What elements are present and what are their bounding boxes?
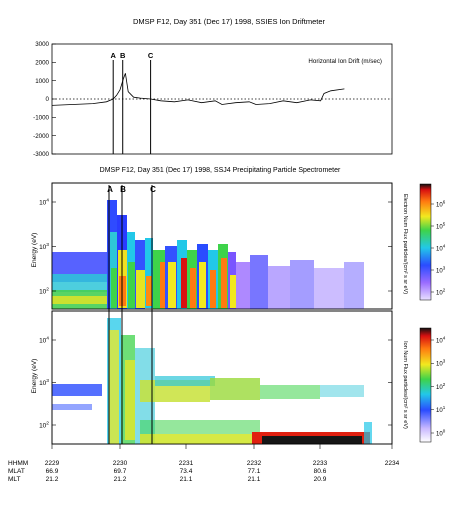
energy-tick-label: 103 — [39, 242, 49, 251]
energy-tick-label: 104 — [39, 336, 49, 345]
energy-tick-label: 102 — [39, 287, 49, 296]
colorbar-tick-label: 105 — [436, 221, 446, 230]
electron-ylabel: Energy (eV) — [31, 233, 38, 268]
axis-row-value: 66.9 — [46, 468, 59, 475]
colorbar-tick-label: 106 — [436, 199, 446, 208]
drift-marker-label: A — [110, 51, 116, 60]
drift-marker-label: C — [148, 51, 154, 60]
marker-b-label: B — [120, 185, 126, 194]
drift-ytick-label: -2000 — [33, 133, 49, 140]
electron-flux-heatmap — [52, 200, 364, 309]
axis-row-value: 21.2 — [114, 476, 127, 483]
axis-row-value: 77.1 — [248, 468, 261, 475]
electron-y-axis: 104 103 102 — [39, 198, 392, 296]
colorbar-tick-label: 104 — [436, 243, 446, 252]
electron-colorbar-label: Electron Num Flux particles/(cm² s sr eV… — [402, 194, 408, 294]
axis-row-value: 21.1 — [180, 476, 193, 483]
colorbar-tick-label: 103 — [436, 265, 446, 274]
axis-row-label: MLT — [8, 476, 21, 483]
axis-row-value: 2233 — [313, 460, 328, 467]
axis-row-value: 20.9 — [314, 476, 327, 483]
drift-legend: Horizontal Ion Drift (m/sec) — [308, 58, 382, 65]
axis-row-value: 2234 — [385, 460, 400, 467]
colorbar-tick-label: 102 — [436, 287, 446, 296]
drift-ytick-label: 2000 — [35, 60, 49, 67]
drift-marker-label: B — [120, 51, 126, 60]
colorbar-tick-label: 101 — [436, 405, 446, 414]
spectrogram-markers: A B C — [107, 185, 156, 444]
axis-row-label: HHMM — [8, 460, 28, 467]
colorbar-tick-label: 104 — [436, 335, 446, 344]
marker-c-label: C — [150, 185, 156, 194]
drift-y-axis: 3000 2000 1000 0 -1000 -2000 -3000 — [33, 41, 56, 158]
drift-ytick-label: 1000 — [35, 78, 49, 85]
energy-tick-label: 104 — [39, 198, 49, 207]
energy-tick-label: 102 — [39, 421, 49, 430]
time-axis-rows: HHMM 2229 2230 2231 2232 2233 2234 MLAT 66.9 69.7… — [8, 444, 400, 483]
drift-title: DMSP F12, Day 351 (Dec 17) 1998, SSIES I… — [133, 17, 326, 26]
axis-row-value: 69.7 — [114, 468, 127, 475]
electron-colorbar — [419, 183, 432, 301]
axis-row-label: MLAT — [8, 468, 25, 475]
drift-ytick-label: 0 — [46, 96, 50, 103]
energy-tick-label: 103 — [39, 378, 49, 387]
drift-ytick-label: -3000 — [33, 151, 49, 158]
axis-row-value: 2229 — [45, 460, 60, 467]
drift-ytick-label: -1000 — [33, 115, 49, 122]
drift-series-line — [51, 73, 345, 106]
electron-colorbar-ticks: 106 105 104 103 102 — [431, 199, 446, 296]
axis-row-value: 73.4 — [180, 468, 193, 475]
ion-ylabel: Energy (eV) — [31, 359, 38, 394]
marker-a-label: A — [107, 185, 113, 194]
axis-row-value: 2232 — [247, 460, 262, 467]
colorbar-tick-label: 102 — [436, 382, 446, 391]
axis-row-value: 80.6 — [314, 468, 327, 475]
ssj4-title: DMSP F12, Day 351 (Dec 17) 1998, SSJ4 Pr… — [100, 167, 341, 174]
ion-flux-heatmap — [52, 318, 372, 444]
ion-y-axis: 104 103 102 — [39, 336, 392, 430]
ion-colorbar — [419, 327, 432, 443]
colorbar-tick-label: 103 — [436, 359, 446, 368]
axis-row-value: 2230 — [113, 460, 128, 467]
ion-colorbar-ticks: 104 103 102 101 100 — [431, 335, 446, 437]
ion-colorbar-label: Ion Num Flux particles/(cm² s sr eV) — [402, 341, 408, 429]
axis-row-value: 21.2 — [46, 476, 59, 483]
colorbar-tick-label: 100 — [436, 428, 446, 437]
drift-ytick-label: 3000 — [35, 41, 49, 48]
axis-row-value: 21.1 — [248, 476, 261, 483]
axis-row-value: 2231 — [179, 460, 194, 467]
